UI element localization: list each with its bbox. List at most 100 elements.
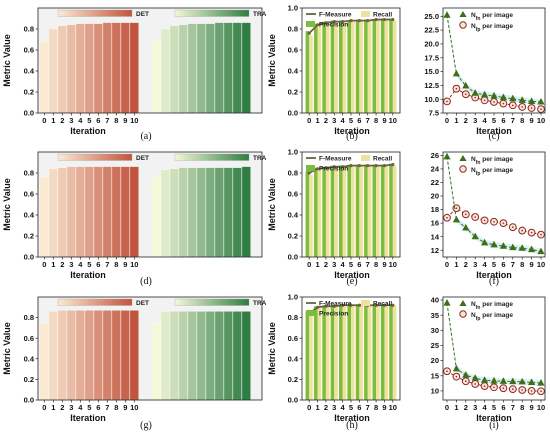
x-tick-label: 5	[87, 260, 91, 269]
fmeasure-point	[324, 166, 328, 170]
x-tick-label: 3	[69, 403, 73, 412]
fp-point-center	[512, 226, 514, 228]
fn-point	[499, 93, 507, 101]
x-tick-label: 3	[473, 403, 477, 412]
fn-point	[518, 244, 526, 251]
x-tick-label: 9	[123, 403, 127, 412]
y-tick-label: 22	[431, 178, 439, 187]
legend-swatch-tra	[174, 9, 250, 17]
fn-point	[518, 377, 526, 385]
x-tick-label: 1	[51, 116, 55, 125]
panel-label: (g)	[140, 420, 152, 431]
legend-label-fp: Nfp per image	[471, 167, 513, 177]
tra-bar	[169, 168, 179, 258]
y-tick-label: 20	[431, 356, 439, 365]
legend-label-recall: Recall	[373, 301, 392, 308]
legend-swatch-fp	[459, 310, 467, 318]
panel-label: (b)	[346, 131, 358, 142]
x-tick-label: 8	[374, 116, 378, 125]
fmeasure-point	[357, 19, 361, 23]
recall-bar	[384, 165, 389, 257]
y-tick-label: 1.0	[288, 4, 298, 13]
x-tick-label: 0	[445, 260, 449, 269]
fn-point	[481, 238, 489, 246]
legend-swatch-fn	[459, 155, 467, 161]
det-bar	[111, 166, 121, 258]
x-tick-label: 1	[51, 403, 55, 412]
legend-label-fn: Nfn per image	[471, 12, 513, 22]
tra-bar	[151, 41, 161, 114]
y-tick-label: 26	[431, 151, 439, 160]
fmeasure-point	[341, 165, 345, 169]
precision-bar	[313, 306, 318, 400]
x-tick-label: 5	[349, 260, 353, 269]
det-bar	[57, 167, 67, 258]
y-tick-label: 0.0	[24, 396, 34, 405]
plot-frame	[37, 151, 263, 258]
x-tick-label: 8	[114, 260, 118, 269]
fn-point	[490, 240, 498, 248]
x-tick-label: 10	[537, 116, 545, 125]
recall-bar	[376, 165, 380, 257]
det-bar	[75, 310, 85, 401]
tra-bar	[178, 311, 188, 401]
precision-bar	[380, 18, 385, 113]
legend-label-fmeasure: F-Measure	[319, 301, 352, 308]
legend-label-fn: Nfn per image	[471, 301, 513, 311]
fn-point	[528, 378, 536, 386]
x-tick-label: 4	[341, 403, 346, 412]
x-tick-label: 8	[374, 260, 378, 269]
x-tick-label: 1	[51, 260, 55, 269]
x-tick-label: 0	[307, 116, 311, 125]
fp-point-center	[446, 100, 448, 103]
fmeasure-point	[374, 17, 378, 22]
fn-band	[447, 153, 541, 255]
x-tick-label: 9	[382, 403, 386, 412]
fn-point	[490, 376, 498, 384]
det-bar	[102, 310, 112, 401]
fmeasure-point	[341, 303, 345, 307]
precision-bar	[305, 31, 310, 114]
x-tick-label: 0	[42, 116, 46, 125]
fn-point	[452, 69, 460, 77]
recall-bar	[309, 35, 313, 113]
precision-bar	[322, 305, 326, 400]
x-tick-label: 3	[473, 260, 477, 269]
fn-point	[499, 377, 507, 384]
tra-bar	[223, 22, 233, 114]
fp-point-center	[465, 93, 467, 96]
precision-bar	[372, 304, 377, 400]
fmeasure-point	[349, 19, 353, 23]
x-tick-label: 4	[483, 260, 488, 269]
x-tick-label: 2	[60, 403, 64, 412]
tra-bar	[214, 311, 224, 401]
x-axis-label: Iteration	[476, 126, 512, 136]
fmeasure-point	[391, 163, 395, 167]
y-tick-label: 12.5	[424, 81, 439, 90]
y-tick-label: 1.0	[288, 148, 298, 157]
precision-bar	[330, 20, 335, 114]
x-tick-label: 4	[483, 403, 488, 412]
precision-bar	[313, 23, 318, 113]
fn-point	[481, 376, 489, 383]
y-tick-label: 0.8	[288, 25, 298, 34]
y-tick-label: 0.8	[24, 313, 34, 322]
plot-frame	[37, 7, 263, 114]
x-tick-label: 10	[389, 260, 397, 269]
y-tick-label: 0.0	[24, 109, 34, 118]
tra-bar	[205, 23, 215, 114]
precision-bar	[364, 304, 368, 400]
plot-frame	[37, 296, 263, 401]
tra-bar	[187, 23, 197, 114]
y-tick-label: 10.0	[424, 95, 439, 104]
x-tick-label: 7	[511, 260, 515, 269]
x-tick-label: 6	[357, 260, 361, 269]
x-tick-label: 7	[366, 403, 370, 412]
y-tick-label: 0.2	[24, 375, 34, 384]
x-tick-label: 6	[96, 260, 100, 269]
y-tick-label: 24	[431, 165, 440, 174]
x-tick-label: 7	[105, 403, 109, 412]
x-tick-label: 9	[123, 260, 127, 269]
x-tick-label: 0	[445, 116, 449, 125]
y-tick-label: 14	[431, 232, 440, 241]
